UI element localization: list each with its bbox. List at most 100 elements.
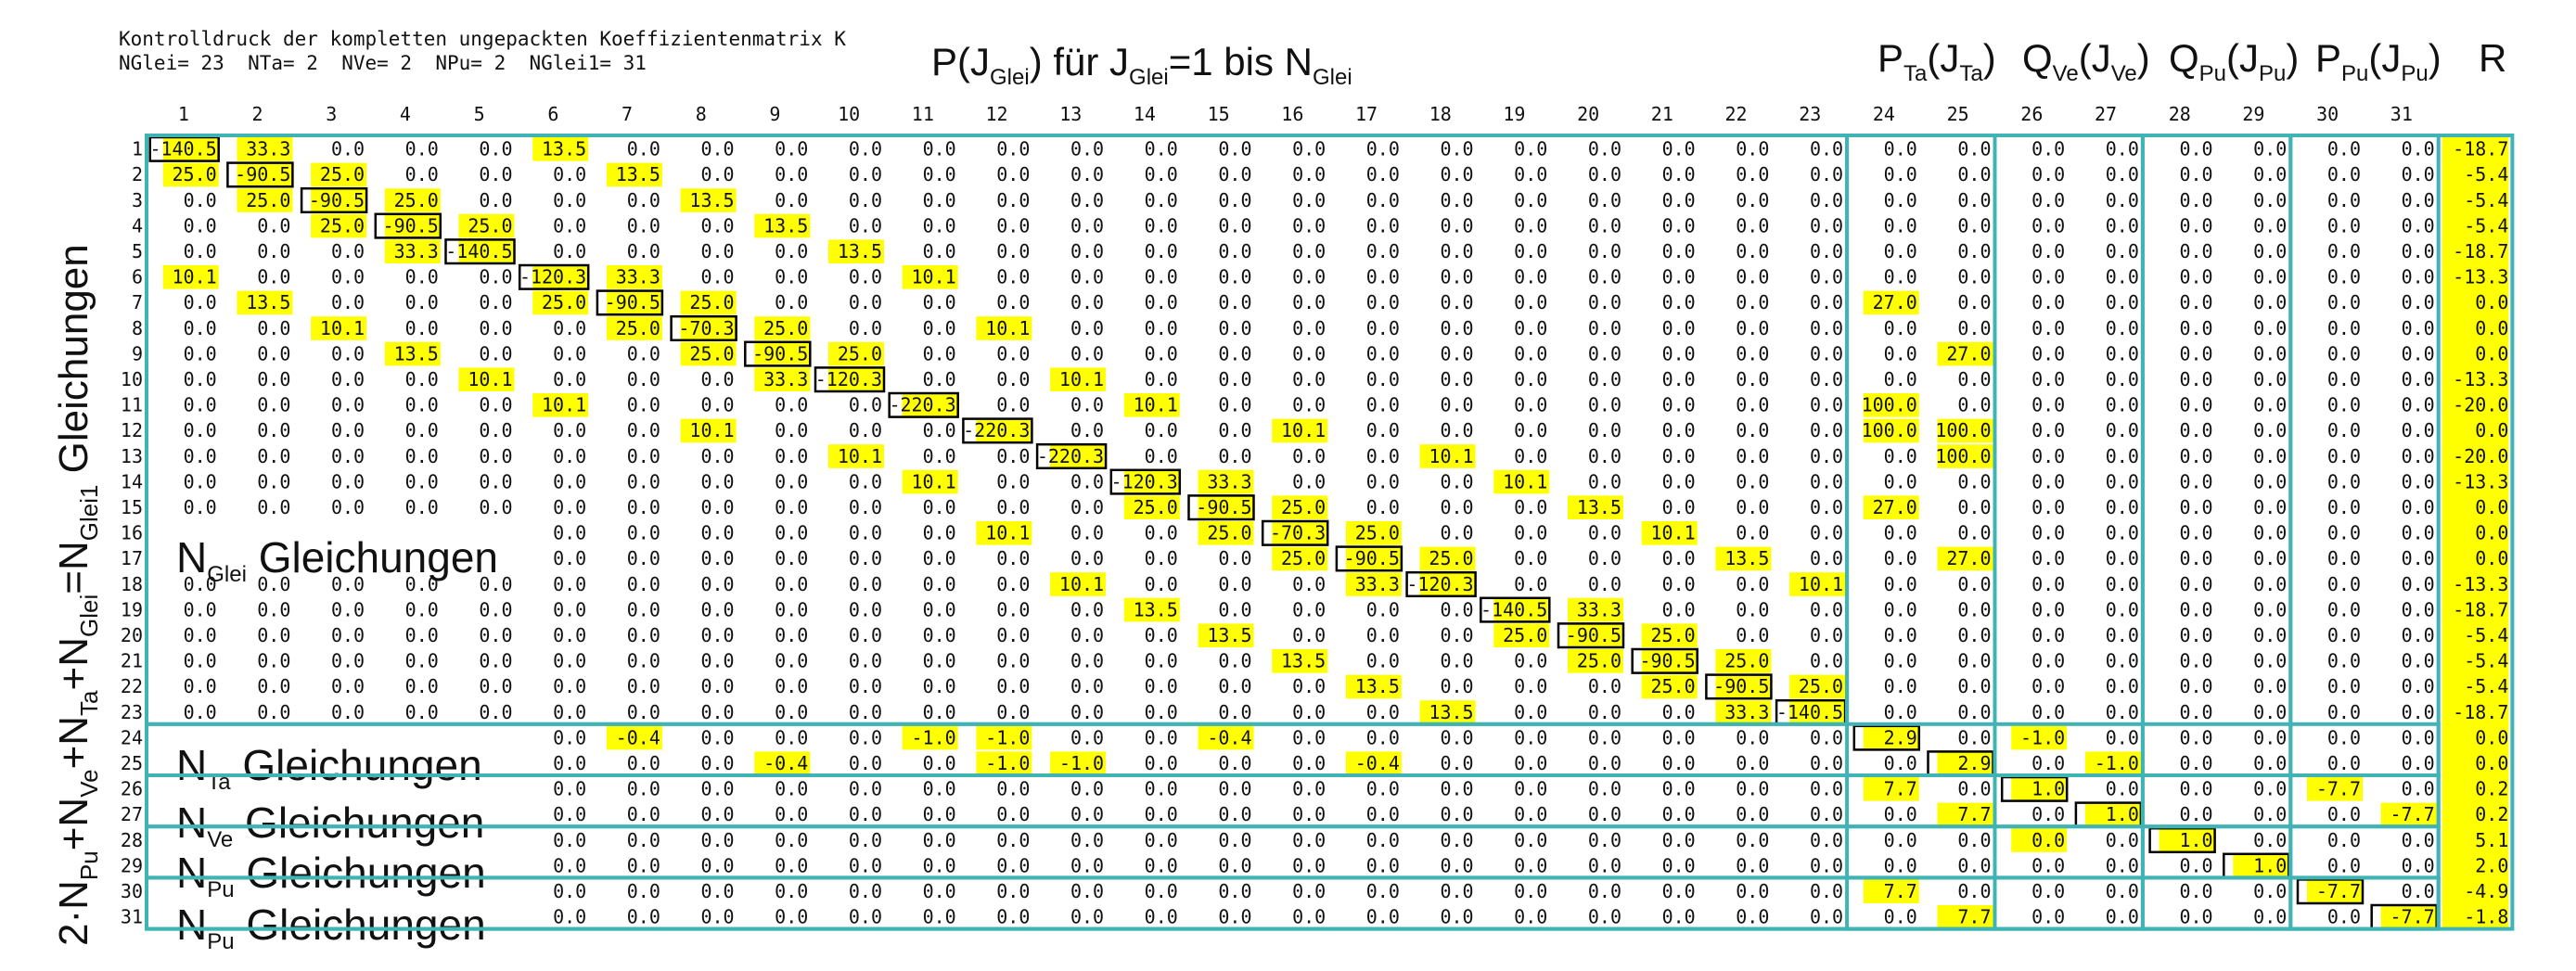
cell-r8-c28: 0.0 (2179, 317, 2212, 339)
cell-r7-c24: 27.0 (1873, 291, 1917, 313)
cell-r23-c2: 0.0 (257, 701, 290, 723)
cell-r4-c28: 0.0 (2179, 214, 2212, 236)
cell-r11-c4: 0.0 (405, 394, 439, 416)
cell-r7-c29: 0.0 (2253, 291, 2287, 313)
cell-r16-c8: 0.0 (700, 522, 734, 544)
cell-r27-c21: 0.0 (1662, 803, 1696, 825)
cell-r21-c23: 0.0 (1810, 650, 1843, 672)
cell-r22-c21: 25.0 (1651, 675, 1696, 697)
cell-r14-c25: 0.0 (1957, 470, 1991, 492)
cell-r25-c31: 0.0 (2402, 752, 2435, 774)
cell-r6-c24: 0.0 (1884, 266, 1917, 288)
cell-r14-c17: 0.0 (1366, 470, 1400, 492)
cell-r6-c27: 0.0 (2106, 266, 2139, 288)
cell-r10-c32: -13.3 (2453, 368, 2508, 390)
cell-r19-c32: -18.7 (2453, 598, 2508, 620)
cell-r23-c17: 0.0 (1366, 701, 1400, 723)
title-p-glei: P(JGlei) für JGlei=1 bis NGlei (931, 40, 1352, 90)
cell-r30-c13: 0.0 (1070, 880, 1104, 902)
highlight-cell-r1-c1 (162, 137, 219, 161)
highlight-cell-r19-c14 (1123, 597, 1180, 622)
cell-r20-c8: 0.0 (700, 624, 734, 646)
row-number-22: 22 (121, 675, 143, 697)
cell-r2-c24: 0.0 (1884, 163, 1917, 185)
cell-r14-c30: 0.0 (2327, 470, 2361, 492)
cell-r18-c4: 0.0 (405, 573, 439, 595)
cell-r3-c1: 0.0 (184, 189, 217, 211)
cell-r21-c11: 0.0 (923, 650, 956, 672)
cell-r8-c8: -70.3 (678, 317, 734, 339)
cell-r1-c17: 0.0 (1366, 138, 1400, 160)
cell-r30-c22: 0.0 (1736, 880, 1769, 902)
cell-r14-c6: 0.0 (553, 470, 586, 492)
cell-r29-c31: 0.0 (2402, 854, 2435, 876)
cell-r1-c7: 0.0 (627, 138, 660, 160)
cell-r31-c11: 0.0 (923, 906, 956, 928)
cell-r1-c15: 0.0 (1218, 138, 1251, 160)
cell-r3-c32: -5.4 (2464, 189, 2508, 211)
cell-r12-c2: 0.0 (257, 419, 290, 441)
cell-r25-c28: 0.0 (2179, 752, 2212, 774)
cell-r19-c3: 0.0 (331, 598, 365, 620)
cell-r10-c3: 0.0 (331, 368, 365, 390)
cell-r31-c10: 0.0 (849, 906, 882, 928)
cell-r18-c1: 0.0 (184, 573, 217, 595)
cell-r2-c25: 0.0 (1957, 163, 1991, 185)
highlight-cell-r8-c3 (311, 316, 367, 340)
cell-r23-c4: 0.0 (405, 701, 439, 723)
highlight-cell-r2-c3 (311, 162, 367, 187)
cell-r13-c28: 0.0 (2179, 445, 2212, 467)
cell-r5-c32: -18.7 (2453, 240, 2508, 262)
cell-r23-c5: 0.0 (479, 701, 512, 723)
cell-r20-c25: 0.0 (1957, 624, 1991, 646)
cell-r28-c20: 0.0 (1588, 829, 1621, 851)
highlight-cell-r16-c15 (1198, 521, 1254, 545)
cell-r22-c28: 0.0 (2179, 675, 2212, 697)
cell-r28-c7: 0.0 (627, 829, 660, 851)
highlight-cell-r22-c21 (1641, 674, 1698, 699)
row-number-2: 2 (132, 163, 143, 185)
cell-r20-c12: 0.0 (996, 624, 1030, 646)
cell-r14-c26: 0.0 (2031, 470, 2065, 492)
cell-r4-c9: 13.5 (763, 214, 808, 236)
cell-r26-c7: 0.0 (627, 778, 660, 800)
cell-r15-c25: 0.0 (1957, 496, 1991, 518)
cell-r31-c6: 0.0 (553, 906, 586, 928)
highlight-cell-r18-c17 (1345, 572, 1402, 596)
cell-r11-c2: 0.0 (257, 394, 290, 416)
cell-r3-c6: 0.0 (553, 189, 586, 211)
cell-r9-c22: 0.0 (1736, 342, 1769, 364)
pivot-box-10 (814, 366, 886, 393)
cell-r7-c19: 0.0 (1514, 291, 1547, 313)
cell-r7-c32: 0.0 (2475, 291, 2508, 313)
cell-r13-c2: 0.0 (257, 445, 290, 467)
cell-r8-c21: 0.0 (1662, 317, 1696, 339)
cell-r6-c30: 0.0 (2327, 266, 2361, 288)
cell-r2-c20: 0.0 (1588, 163, 1621, 185)
cell-r5-c4: 33.3 (394, 240, 439, 262)
cell-r11-c25: 0.0 (1957, 394, 1991, 416)
cell-r31-c14: 0.0 (1145, 906, 1178, 928)
cell-r1-c19: 0.0 (1514, 138, 1547, 160)
cell-r20-c2: 0.0 (257, 624, 290, 646)
cell-r1-c26: 0.0 (2031, 138, 2065, 160)
row-number-7: 7 (132, 291, 143, 313)
cell-r19-c12: 0.0 (996, 598, 1030, 620)
highlight-cell-r20-c19 (1493, 623, 1550, 647)
cell-r6-c32: -13.3 (2453, 266, 2508, 288)
cell-r22-c24: 0.0 (1884, 675, 1917, 697)
highlight-cell-r26-c30 (2307, 777, 2363, 801)
cell-r19-c11: 0.0 (923, 598, 956, 620)
cell-r10-c15: 0.0 (1218, 368, 1251, 390)
cell-r26-c12: 0.0 (996, 778, 1030, 800)
cell-r9-c14: 0.0 (1145, 342, 1178, 364)
cell-r8-c25: 0.0 (1957, 317, 1991, 339)
cell-r27-c20: 0.0 (1588, 803, 1621, 825)
cell-r19-c9: 0.0 (775, 598, 808, 620)
cell-r9-c24: 0.0 (1884, 342, 1917, 364)
cell-r25-c18: 0.0 (1440, 752, 1473, 774)
cell-r2-c3: 25.0 (320, 163, 365, 185)
cell-r27-c17: 0.0 (1366, 803, 1400, 825)
column-number-11: 11 (912, 103, 934, 125)
cell-r21-c29: 0.0 (2253, 650, 2287, 672)
